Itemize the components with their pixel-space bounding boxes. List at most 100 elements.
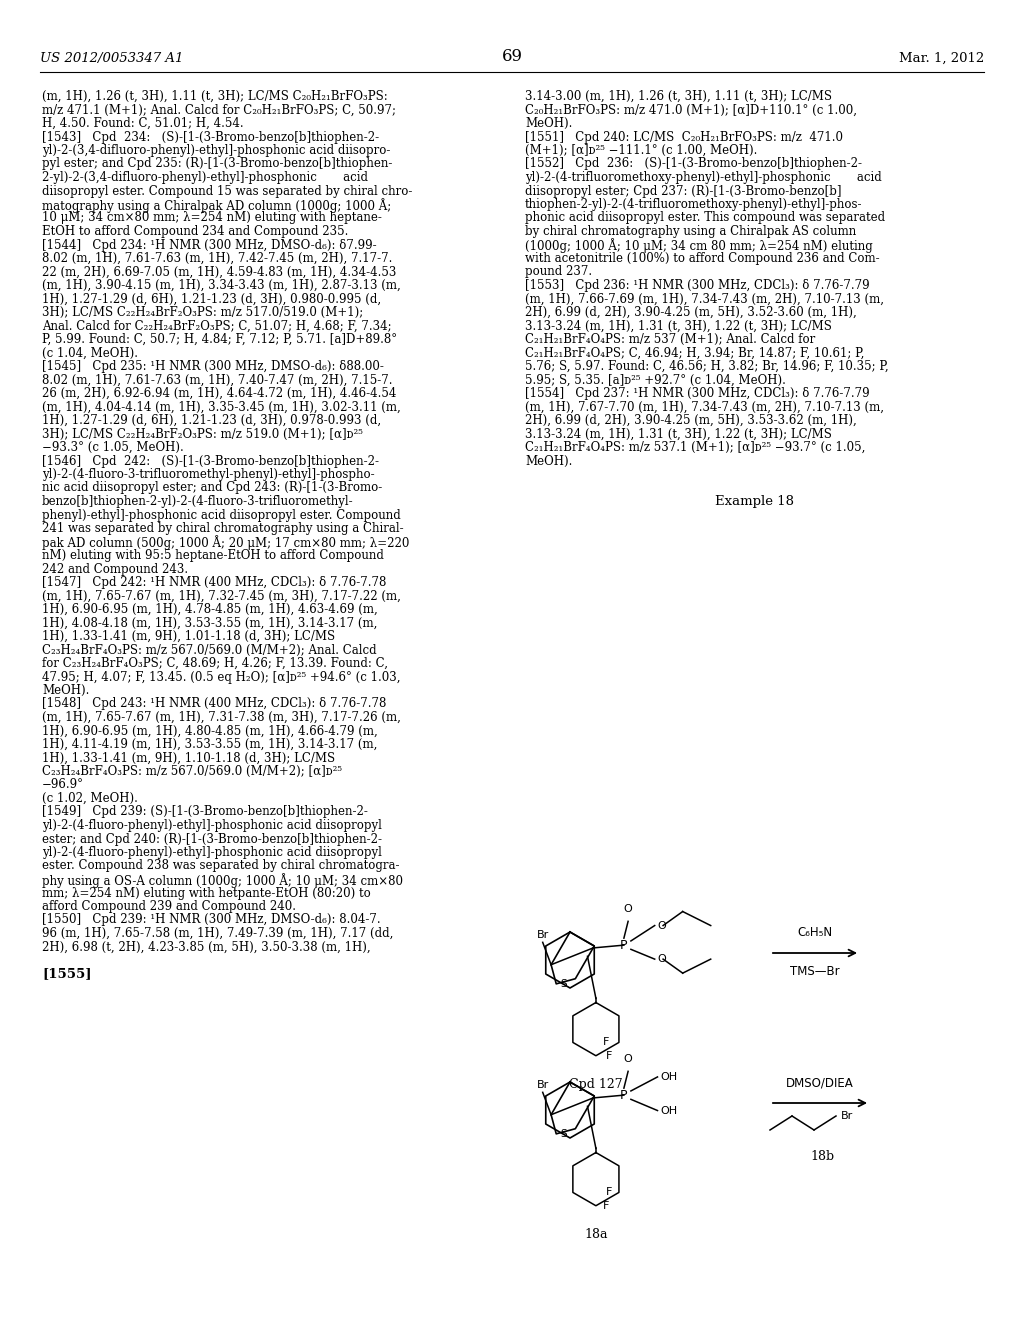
Text: (m, 1H), 7.67-7.70 (m, 1H), 7.34-7.43 (m, 2H), 7.10-7.13 (m,: (m, 1H), 7.67-7.70 (m, 1H), 7.34-7.43 (m… [525,400,884,413]
Text: OH: OH [660,1072,678,1082]
Text: 96 (m, 1H), 7.65-7.58 (m, 1H), 7.49-7.39 (m, 1H), 7.17 (dd,: 96 (m, 1H), 7.65-7.58 (m, 1H), 7.49-7.39… [42,927,393,940]
Text: [1548]   Cpd 243: ¹H NMR (400 MHz, CDCl₃): δ 7.76-7.78: [1548] Cpd 243: ¹H NMR (400 MHz, CDCl₃):… [42,697,386,710]
Text: 5.95; S, 5.35. [a]ᴅ²⁵ +92.7° (c 1.04, MeOH).: 5.95; S, 5.35. [a]ᴅ²⁵ +92.7° (c 1.04, Me… [525,374,785,387]
Text: 1H), 1.33-1.41 (m, 9H), 1.10-1.18 (d, 3H); LC/MS: 1H), 1.33-1.41 (m, 9H), 1.10-1.18 (d, 3H… [42,751,335,764]
Text: O: O [657,954,667,964]
Text: phy using a OS-A column (1000g; 1000 Å; 10 μM; 34 cm×80: phy using a OS-A column (1000g; 1000 Å; … [42,873,403,888]
Text: 8.02 (m, 1H), 7.61-7.63 (m, 1H), 7.42-7.45 (m, 2H), 7.17-7.: 8.02 (m, 1H), 7.61-7.63 (m, 1H), 7.42-7.… [42,252,392,265]
Text: thiophen-2-yl)-2-(4-trifluoromethoxy-phenyl)-ethyl]-phos-: thiophen-2-yl)-2-(4-trifluoromethoxy-phe… [525,198,862,211]
Text: mm; λ=254 nM) eluting with hetpante-EtOH (80:20) to: mm; λ=254 nM) eluting with hetpante-EtOH… [42,887,371,899]
Text: m/z 471.1 (M+1); Anal. Calcd for C₂₀H₂₁BrFO₃PS; C, 50.97;: m/z 471.1 (M+1); Anal. Calcd for C₂₀H₂₁B… [42,103,396,116]
Text: −96.9°: −96.9° [42,779,84,792]
Text: [1547]   Cpd 242: ¹H NMR (400 MHz, CDCl₃): δ 7.76-7.78: [1547] Cpd 242: ¹H NMR (400 MHz, CDCl₃):… [42,576,386,589]
Text: TMS—Br: TMS—Br [791,965,840,978]
Text: 22 (m, 2H), 6.69-7.05 (m, 1H), 4.59-4.83 (m, 1H), 4.34-4.53: 22 (m, 2H), 6.69-7.05 (m, 1H), 4.59-4.83… [42,265,396,279]
Text: Anal. Calcd for C₂₂H₂₄BrF₂O₃PS; C, 51.07; H, 4.68; F, 7.34;: Anal. Calcd for C₂₂H₂₄BrF₂O₃PS; C, 51.07… [42,319,391,333]
Text: 2H), 6.98 (t, 2H), 4.23-3.85 (m, 5H), 3.50-3.38 (m, 1H),: 2H), 6.98 (t, 2H), 4.23-3.85 (m, 5H), 3.… [42,940,371,953]
Text: MeOH).: MeOH). [525,454,572,467]
Text: O: O [624,904,633,915]
Text: −93.3° (c 1.05, MeOH).: −93.3° (c 1.05, MeOH). [42,441,183,454]
Text: yl)-2-(4-fluoro-phenyl)-ethyl]-phosphonic acid diisopropyl: yl)-2-(4-fluoro-phenyl)-ethyl]-phosphoni… [42,818,382,832]
Text: P, 5.99. Found: C, 50.7; H, 4.84; F, 7.12; P, 5.71. [a]D+89.8°: P, 5.99. Found: C, 50.7; H, 4.84; F, 7.1… [42,333,397,346]
Text: P: P [621,939,628,952]
Text: 1H), 6.90-6.95 (m, 1H), 4.78-4.85 (m, 1H), 4.63-4.69 (m,: 1H), 6.90-6.95 (m, 1H), 4.78-4.85 (m, 1H… [42,603,378,616]
Text: S: S [560,979,567,989]
Text: (m, 1H), 7.65-7.67 (m, 1H), 7.32-7.45 (m, 3H), 7.17-7.22 (m,: (m, 1H), 7.65-7.67 (m, 1H), 7.32-7.45 (m… [42,590,400,602]
Text: (m, 1H), 4.04-4.14 (m, 1H), 3.35-3.45 (m, 1H), 3.02-3.11 (m,: (m, 1H), 4.04-4.14 (m, 1H), 3.35-3.45 (m… [42,400,400,413]
Text: EtOH to afford Compound 234 and Compound 235.: EtOH to afford Compound 234 and Compound… [42,224,348,238]
Text: 242 and Compound 243.: 242 and Compound 243. [42,562,188,576]
Text: ester. Compound 238 was separated by chiral chromatogra-: ester. Compound 238 was separated by chi… [42,859,399,873]
Text: F: F [605,1188,612,1197]
Text: 2-yl)-2-(3,4-difluoro-phenyl)-ethyl]-phosphonic       acid: 2-yl)-2-(3,4-difluoro-phenyl)-ethyl]-pho… [42,172,368,183]
Text: Cpd 127: Cpd 127 [569,1078,623,1092]
Text: Mar. 1, 2012: Mar. 1, 2012 [899,51,984,65]
Text: [1555]: [1555] [42,968,91,981]
Text: yl)-2-(4-fluoro-phenyl)-ethyl]-phosphonic acid diisopropyl: yl)-2-(4-fluoro-phenyl)-ethyl]-phosphoni… [42,846,382,859]
Text: 18a: 18a [584,1228,607,1241]
Text: C₂₁H₂₁BrF₄O₄PS: m/z 537.1 (M+1); [α]ᴅ²⁵ −93.7° (c 1.05,: C₂₁H₂₁BrF₄O₄PS: m/z 537.1 (M+1); [α]ᴅ²⁵ … [525,441,865,454]
Text: [1553]   Cpd 236: ¹H NMR (300 MHz, CDCl₃): δ 7.76-7.79: [1553] Cpd 236: ¹H NMR (300 MHz, CDCl₃):… [525,279,869,292]
Text: [1545]   Cpd 235: ¹H NMR (300 MHz, DMSO-d₆): δ88.00-: [1545] Cpd 235: ¹H NMR (300 MHz, DMSO-d₆… [42,360,384,374]
Text: nM) eluting with 95:5 heptane-EtOH to afford Compound: nM) eluting with 95:5 heptane-EtOH to af… [42,549,384,562]
Text: pound 237.: pound 237. [525,265,592,279]
Text: S: S [560,1129,567,1139]
Text: [1544]   Cpd 234: ¹H NMR (300 MHz, DMSO-d₆): δ7.99-: [1544] Cpd 234: ¹H NMR (300 MHz, DMSO-d₆… [42,239,377,252]
Text: 1H), 4.11-4.19 (m, 1H), 3.53-3.55 (m, 1H), 3.14-3.17 (m,: 1H), 4.11-4.19 (m, 1H), 3.53-3.55 (m, 1H… [42,738,378,751]
Text: 69: 69 [502,48,522,65]
Text: benzo[b]thiophen-2-yl)-2-(4-fluoro-3-trifluoromethyl-: benzo[b]thiophen-2-yl)-2-(4-fluoro-3-tri… [42,495,353,508]
Text: [1552]   Cpd  236:   (S)-[1-(3-Bromo-benzo[b]thiophen-2-: [1552] Cpd 236: (S)-[1-(3-Bromo-benzo[b]… [525,157,862,170]
Text: 3.13-3.24 (m, 1H), 1.31 (t, 3H), 1.22 (t, 3H); LC/MS: 3.13-3.24 (m, 1H), 1.31 (t, 3H), 1.22 (t… [525,428,831,441]
Text: (m, 1H), 7.66-7.69 (m, 1H), 7.34-7.43 (m, 2H), 7.10-7.13 (m,: (m, 1H), 7.66-7.69 (m, 1H), 7.34-7.43 (m… [525,293,884,305]
Text: 3.13-3.24 (m, 1H), 1.31 (t, 3H), 1.22 (t, 3H); LC/MS: 3.13-3.24 (m, 1H), 1.31 (t, 3H), 1.22 (t… [525,319,831,333]
Text: 10 μM; 34 cm×80 mm; λ=254 nM) eluting with heptane-: 10 μM; 34 cm×80 mm; λ=254 nM) eluting wi… [42,211,382,224]
Text: 2H), 6.99 (d, 2H), 3.90-4.25 (m, 5H), 3.53-3.62 (m, 1H),: 2H), 6.99 (d, 2H), 3.90-4.25 (m, 5H), 3.… [525,414,857,426]
Text: C₂₃H₂₄BrF₄O₃PS: m/z 567.0/569.0 (M/M+2); [α]ᴅ²⁵: C₂₃H₂₄BrF₄O₃PS: m/z 567.0/569.0 (M/M+2);… [42,766,342,777]
Text: by chiral chromatography using a Chiralpak AS column: by chiral chromatography using a Chiralp… [525,224,856,238]
Text: 1H), 6.90-6.95 (m, 1H), 4.80-4.85 (m, 1H), 4.66-4.79 (m,: 1H), 6.90-6.95 (m, 1H), 4.80-4.85 (m, 1H… [42,725,378,738]
Text: [1550]   Cpd 239: ¹H NMR (300 MHz, DMSO-d₆): 8.04-7.: [1550] Cpd 239: ¹H NMR (300 MHz, DMSO-d₆… [42,913,381,927]
Text: 3.14-3.00 (m, 1H), 1.26 (t, 3H), 1.11 (t, 3H); LC/MS: 3.14-3.00 (m, 1H), 1.26 (t, 3H), 1.11 (t… [525,90,831,103]
Text: [1549]   Cpd 239: (S)-[1-(3-Bromo-benzo[b]thiophen-2-: [1549] Cpd 239: (S)-[1-(3-Bromo-benzo[b]… [42,805,368,818]
Text: 8.02 (m, 1H), 7.61-7.63 (m, 1H), 7.40-7.47 (m, 2H), 7.15-7.: 8.02 (m, 1H), 7.61-7.63 (m, 1H), 7.40-7.… [42,374,392,387]
Text: H, 4.50. Found: C, 51.01; H, 4.54.: H, 4.50. Found: C, 51.01; H, 4.54. [42,117,244,129]
Text: 3H); LC/MS C₂₂H₂₄BrF₂O₃PS: m/z 519.0 (M+1); [α]ᴅ²⁵: 3H); LC/MS C₂₂H₂₄BrF₂O₃PS: m/z 519.0 (M+… [42,428,362,441]
Text: (c 1.02, MeOH).: (c 1.02, MeOH). [42,792,138,805]
Text: 2H), 6.99 (d, 2H), 3.90-4.25 (m, 5H), 3.52-3.60 (m, 1H),: 2H), 6.99 (d, 2H), 3.90-4.25 (m, 5H), 3.… [525,306,857,319]
Text: pyl ester; and Cpd 235: (R)-[1-(3-Bromo-benzo[b]thiophen-: pyl ester; and Cpd 235: (R)-[1-(3-Bromo-… [42,157,392,170]
Text: (m, 1H), 1.26 (t, 3H), 1.11 (t, 3H); LC/MS C₂₀H₂₁BrFO₃PS:: (m, 1H), 1.26 (t, 3H), 1.11 (t, 3H); LC/… [42,90,388,103]
Text: 47.95; H, 4.07; F, 13.45. (0.5 eq H₂O); [α]ᴅ²⁵ +94.6° (c 1.03,: 47.95; H, 4.07; F, 13.45. (0.5 eq H₂O); … [42,671,400,684]
Text: yl)-2-(3,4-difluoro-phenyl)-ethyl]-phosphonic acid diisopro-: yl)-2-(3,4-difluoro-phenyl)-ethyl]-phosp… [42,144,390,157]
Text: 5.76; S, 5.97. Found: C, 46.56; H, 3.82; Br, 14.96; F, 10.35; P,: 5.76; S, 5.97. Found: C, 46.56; H, 3.82;… [525,360,889,374]
Text: 1H), 1.27-1.29 (d, 6H), 1.21-1.23 (d, 3H), 0.978-0.993 (d,: 1H), 1.27-1.29 (d, 6H), 1.21-1.23 (d, 3H… [42,414,381,426]
Text: [1551]   Cpd 240: LC/MS  C₂₀H₂₁BrFO₃PS: m/z  471.0: [1551] Cpd 240: LC/MS C₂₀H₂₁BrFO₃PS: m/z… [525,131,843,144]
Text: pak AD column (500g; 1000 Å; 20 μM; 17 cm×80 mm; λ=220: pak AD column (500g; 1000 Å; 20 μM; 17 c… [42,536,410,550]
Text: F: F [603,1201,609,1210]
Text: C₆H₅N: C₆H₅N [798,927,833,939]
Text: matography using a Chiralpak AD column (1000g; 1000 Å;: matography using a Chiralpak AD column (… [42,198,391,213]
Text: O: O [657,920,667,931]
Text: F: F [603,1038,609,1048]
Text: diisopropyl ester; Cpd 237: (R)-[1-(3-Bromo-benzo[b]: diisopropyl ester; Cpd 237: (R)-[1-(3-Br… [525,185,842,198]
Text: 1H), 4.08-4.18 (m, 1H), 3.53-3.55 (m, 1H), 3.14-3.17 (m,: 1H), 4.08-4.18 (m, 1H), 3.53-3.55 (m, 1H… [42,616,378,630]
Text: ester; and Cpd 240: (R)-[1-(3-Bromo-benzo[b]thiophen-2-: ester; and Cpd 240: (R)-[1-(3-Bromo-benz… [42,833,382,846]
Text: F: F [606,1051,612,1061]
Text: C₂₀H₂₁BrFO₃PS: m/z 471.0 (M+1); [α]D+110.1° (c 1.00,: C₂₀H₂₁BrFO₃PS: m/z 471.0 (M+1); [α]D+110… [525,103,857,116]
Text: (m, 1H), 7.65-7.67 (m, 1H), 7.31-7.38 (m, 3H), 7.17-7.26 (m,: (m, 1H), 7.65-7.67 (m, 1H), 7.31-7.38 (m… [42,711,400,723]
Text: afford Compound 239 and Compound 240.: afford Compound 239 and Compound 240. [42,900,296,913]
Text: Br: Br [841,1111,853,1121]
Text: [1546]   Cpd  242:   (S)-[1-(3-Bromo-benzo[b]thiophen-2-: [1546] Cpd 242: (S)-[1-(3-Bromo-benzo[b]… [42,454,379,467]
Text: [1543]   Cpd  234:   (S)-[1-(3-Bromo-benzo[b]thiophen-2-: [1543] Cpd 234: (S)-[1-(3-Bromo-benzo[b]… [42,131,379,144]
Text: 3H); LC/MS C₂₂H₂₄BrF₂O₃PS: m/z 517.0/519.0 (M+1);: 3H); LC/MS C₂₂H₂₄BrF₂O₃PS: m/z 517.0/519… [42,306,364,319]
Text: C₂₃H₂₄BrF₄O₃PS: m/z 567.0/569.0 (M/M+2); Anal. Calcd: C₂₃H₂₄BrF₄O₃PS: m/z 567.0/569.0 (M/M+2);… [42,644,377,656]
Text: yl)-2-(4-fluoro-3-trifluoromethyl-phenyl)-ethyl]-phospho-: yl)-2-(4-fluoro-3-trifluoromethyl-phenyl… [42,469,375,480]
Text: for C₂₃H₂₄BrF₄O₃PS; C, 48.69; H, 4.26; F, 13.39. Found: C,: for C₂₃H₂₄BrF₄O₃PS; C, 48.69; H, 4.26; F… [42,657,388,671]
Text: (M+1); [α]ᴅ²⁵ −111.1° (c 1.00, MeOH).: (M+1); [α]ᴅ²⁵ −111.1° (c 1.00, MeOH). [525,144,758,157]
Text: DMSO/DIEA: DMSO/DIEA [786,1076,854,1089]
Text: yl)-2-(4-trifluoromethoxy-phenyl)-ethyl]-phosphonic       acid: yl)-2-(4-trifluoromethoxy-phenyl)-ethyl]… [525,172,882,183]
Text: P: P [621,1089,628,1102]
Text: OH: OH [660,1106,678,1115]
Text: nic acid diisopropyl ester; and Cpd 243: (R)-[1-(3-Bromo-: nic acid diisopropyl ester; and Cpd 243:… [42,482,382,495]
Text: US 2012/0053347 A1: US 2012/0053347 A1 [40,51,183,65]
Text: [1554]   Cpd 237: ¹H NMR (300 MHz, CDCl₃): δ 7.76-7.79: [1554] Cpd 237: ¹H NMR (300 MHz, CDCl₃):… [525,387,869,400]
